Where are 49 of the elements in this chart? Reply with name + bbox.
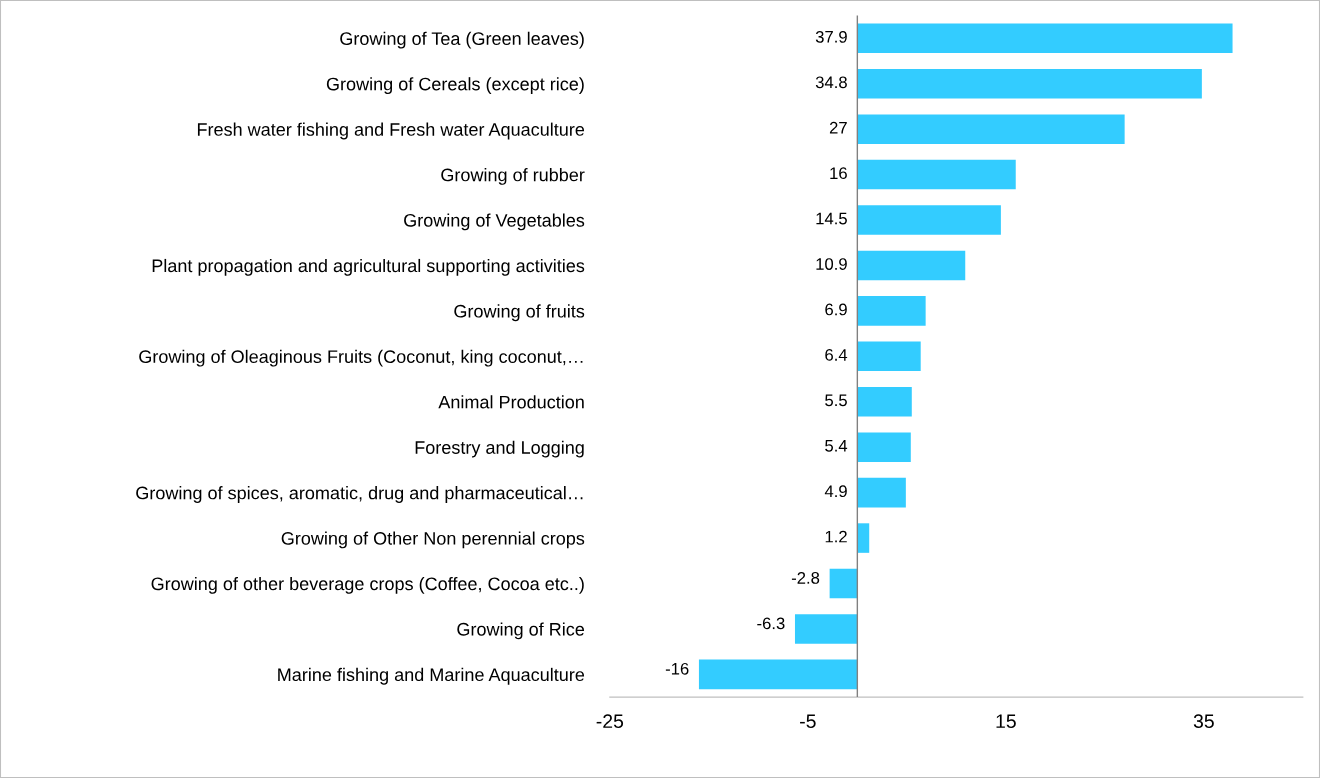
bar bbox=[857, 68, 1202, 99]
y-tick-label: Growing of other beverage crops (Coffee, Cocoa etc..) bbox=[151, 576, 584, 594]
bar bbox=[857, 432, 911, 462]
bar bbox=[857, 477, 906, 508]
y-tick-label: Growing of Vegetables bbox=[404, 213, 585, 231]
data-label: -6.3 bbox=[757, 617, 785, 630]
data-label: 5.5 bbox=[825, 394, 847, 407]
bar bbox=[857, 114, 1125, 144]
data-label: 6.9 bbox=[825, 303, 847, 316]
y-tick-label: Growing of Tea (Green leaves) bbox=[340, 31, 584, 49]
bar bbox=[857, 341, 921, 372]
y-tick-label: Growing of Other Non perennial crops bbox=[281, 531, 585, 549]
data-label: 34.8 bbox=[815, 76, 847, 89]
data-label: -2.8 bbox=[791, 572, 820, 584]
y-tick-label: Marine fishing and Marine Aquaculture bbox=[278, 667, 585, 685]
y-tick-label: Animal Production bbox=[438, 395, 584, 409]
bar bbox=[829, 568, 858, 599]
bar bbox=[857, 159, 1016, 190]
y-tick-label: Growing of Oleaginous Fruits (Coconut, king coconut,… bbox=[139, 349, 583, 367]
data-label: 37.9 bbox=[815, 30, 847, 43]
y-tick-label: Growing of rubber bbox=[441, 168, 585, 185]
data-label: 27 bbox=[829, 121, 847, 134]
data-label: -16 bbox=[665, 662, 689, 675]
y-tick-label: Forestry and Logging bbox=[415, 440, 584, 458]
x-tick-label: -25 bbox=[596, 714, 624, 729]
data-label: 10.9 bbox=[816, 258, 847, 270]
bar bbox=[857, 23, 1233, 54]
data-label: 1.2 bbox=[825, 530, 847, 543]
bar bbox=[857, 205, 1001, 235]
bar bbox=[857, 523, 870, 553]
y-tick-label: Growing of Cereals (except rice) bbox=[326, 77, 584, 94]
bar bbox=[857, 386, 912, 417]
data-label: 5.4 bbox=[825, 440, 848, 452]
x-tick-label: -5 bbox=[800, 714, 816, 729]
data-label: 16 bbox=[830, 167, 847, 180]
y-tick-label: Growing of Rice bbox=[457, 622, 585, 640]
bar bbox=[794, 614, 858, 644]
x-tick-label: 35 bbox=[1193, 714, 1214, 729]
y-tick-label: Fresh water fishing and Fresh water Aquaculture bbox=[197, 122, 585, 140]
bar bbox=[857, 296, 926, 326]
y-tick-label: Growing of fruits bbox=[454, 304, 585, 322]
y-tick-label: Growing of spices, aromatic, drug and pharmaceutical… bbox=[136, 486, 583, 503]
data-label: 4.9 bbox=[824, 485, 847, 498]
bar bbox=[698, 659, 858, 690]
y-tick-label: Plant propagation and agricultural supporting activities bbox=[152, 258, 585, 276]
data-label: 14.5 bbox=[816, 212, 847, 225]
bar bbox=[857, 250, 966, 281]
x-tick-label: 15 bbox=[996, 714, 1016, 729]
data-label: 6.4 bbox=[825, 349, 848, 361]
